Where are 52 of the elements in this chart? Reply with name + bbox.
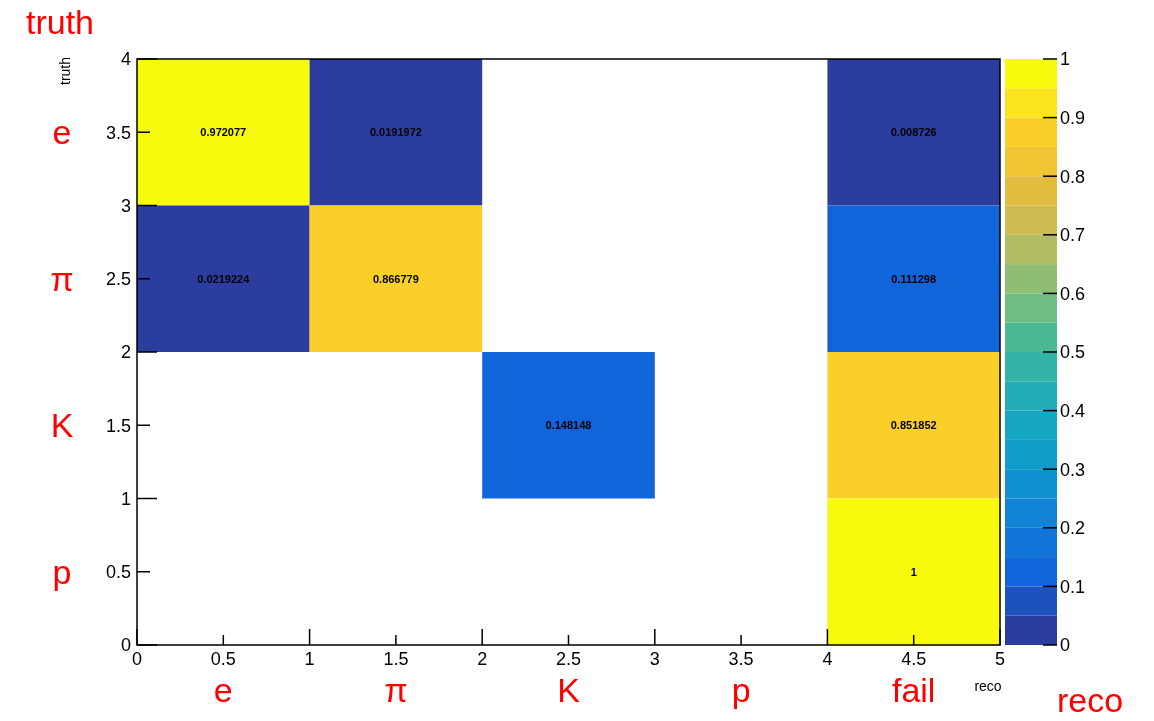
color-bar-label: 0.4 [1060,400,1086,421]
x-tick-label: 1.5 [383,649,409,669]
data-label: 1 [910,565,917,578]
color-bar-label: 0.7 [1060,225,1086,246]
text: π [384,670,408,709]
y-tick-label: 1.5 [105,415,131,436]
color-bar-label: 0.6 [1060,283,1086,304]
text: K [557,670,581,709]
y-tick-label: 0.5 [105,562,131,583]
x-tick-label: 3 [649,649,660,669]
x-axis-title: reco [974,678,1002,694]
y-tick-label: 2.5 [105,269,131,290]
x-tick-label: 2 [477,649,488,669]
x-tick-label: 4.5 [901,649,927,669]
color-bar-label: 0.8 [1060,166,1086,187]
data-label: 0.851852 [890,419,937,432]
color-bar-label: 1 [1060,49,1071,70]
text: K [50,406,74,445]
x-tick-label: 2.5 [555,649,582,669]
y-tick-label: 3.5 [105,122,131,143]
text: π [50,259,74,298]
text: e [52,113,72,152]
color-bar-label: 0.2 [1060,518,1086,539]
data-label: 0.972077 [200,126,247,139]
color-bar-label: 0.9 [1060,107,1086,128]
color-bar-label: 0.5 [1060,342,1086,363]
y-tick-label: 0 [120,635,131,656]
data-label: 0.008726 [890,126,937,139]
y-tick-label: 2 [120,342,131,363]
x-tick-label: 4 [822,649,833,669]
color-bar-label: 0.3 [1060,459,1086,480]
color-bar-label: 0 [1060,635,1071,656]
y-tick-label: 3 [120,195,131,216]
x-tick-label: 1 [304,649,315,669]
y-axis-title: truth [57,56,73,86]
text: p [731,670,751,709]
text: reco [1056,680,1124,719]
data-label: 0.866779 [372,272,419,285]
x-tick-label: 5 [994,649,1006,669]
data-label: 0.0191972 [369,126,422,139]
data-label: 0.0219224 [197,272,251,285]
data-label: 0.111298 [891,272,937,285]
text: p [52,552,72,591]
y-tick-label: 4 [120,49,131,70]
text: fail [891,670,936,709]
color-bar-label: 0.1 [1060,576,1086,597]
text: e [213,670,233,709]
x-tick-label: 3.5 [728,649,754,669]
y-tick-label: 1 [120,488,131,509]
data-label: 0.148148 [545,419,592,432]
text: truth [25,2,95,41]
x-tick-label: 0.5 [210,649,236,669]
